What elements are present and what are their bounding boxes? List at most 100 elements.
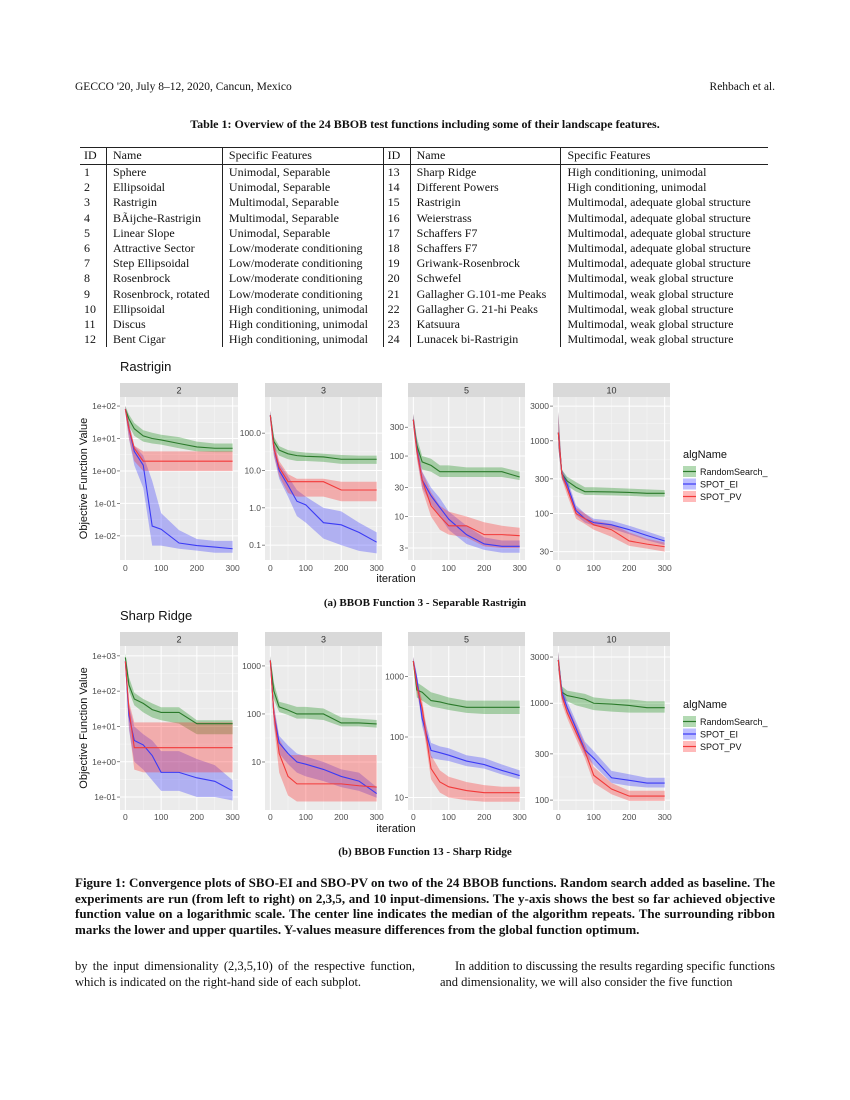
y-tick-label: 1e+01: [92, 433, 116, 443]
cell-features: Low/moderate conditioning: [222, 286, 384, 302]
cell-name: Rastrigin: [106, 195, 223, 211]
x-tick-label: 300: [513, 812, 527, 822]
cell-name: Gallagher G.101-me Peaks: [410, 286, 562, 302]
cell-name: Schaffers F7: [410, 225, 562, 242]
ribbon-RandomSearch_: [413, 657, 520, 715]
cell-id: 11: [80, 317, 107, 333]
running-header-venue: GECCO '20, July 8–12, 2020, Cancun, Mexi…: [75, 81, 292, 93]
y-tick-label: 1000: [242, 661, 261, 671]
x-axis-label: iteration: [376, 573, 415, 585]
median-line-RandomSearch_: [124, 409, 233, 449]
cell-name: Weierstrass: [410, 210, 562, 226]
cell-name: Schaffers F7: [410, 241, 562, 257]
cell-name: Bent Cigar: [106, 332, 223, 348]
panel-strip: [408, 383, 525, 397]
figure-caption: Figure 1: Convergence plots of SBO-EI an…: [75, 875, 775, 937]
ribbon-SPOT_PV: [413, 413, 520, 549]
panel-strip: [553, 632, 670, 646]
panel-3: 3 0 100 200 300 10 100 1000: [242, 632, 384, 822]
panel-5: 5 0 100 200 300 3 10 30 100 300: [390, 383, 527, 573]
cell-id: 10: [80, 301, 107, 318]
x-tick-label: 300: [370, 812, 384, 822]
cell-id: 2: [80, 180, 107, 196]
panel-2: 2 0 100 200 300 1e-01 1e+00 1e+01 1e+02 1e+03: [92, 632, 240, 822]
panel-2: 2 0 100 200 300 1e-02 1e-01 1e+00 1e+01 1e+02: [92, 383, 240, 573]
y-tick-label: 0.1: [249, 540, 261, 550]
cell-features: Multimodal, weak global structure: [567, 271, 734, 286]
y-axis-label: Objective Function Value: [78, 667, 90, 788]
x-tick-label: 200: [334, 563, 348, 573]
legend: algName RandomSearch_ SPOT_EI SPOT_PV: [683, 699, 769, 752]
cell-id: 17: [383, 225, 411, 242]
x-tick-label: 100: [299, 563, 313, 573]
cell-features: High conditioning, unimodal: [567, 165, 707, 179]
plot-title: Rastrigin: [120, 359, 171, 374]
median-line-SPOT_PV: [557, 659, 665, 797]
header-features: Specific Features: [222, 147, 384, 165]
x-tick-label: 0: [268, 812, 273, 822]
y-tick-label: 1e+03: [92, 651, 116, 661]
x-tick-label: 0: [268, 563, 273, 573]
x-tick-label: 200: [477, 812, 491, 822]
y-tick-label: 30: [395, 483, 405, 493]
y-tick-label: 1e+02: [92, 401, 116, 411]
ribbon-SPOT_PV: [125, 406, 233, 471]
y-tick-label: 30: [540, 547, 550, 557]
y-tick-label: 1e-02: [94, 531, 116, 541]
x-tick-label: 300: [226, 563, 240, 573]
median-line-SPOT_PV: [557, 432, 665, 548]
y-tick-label: 100: [390, 451, 404, 461]
cell-name: Step Ellipsoidal: [106, 256, 223, 272]
y-tick-label: 1e+00: [92, 757, 116, 767]
table-caption: Table 1: Overview of the 24 BBOB test fu…: [190, 117, 660, 131]
cell-features: Multimodal, adequate global structure: [567, 195, 751, 210]
median-line-SPOT_PV: [412, 661, 520, 794]
running-header-authors: Rehbach et al.: [709, 81, 775, 93]
legend-entry: RandomSearch_: [700, 717, 769, 727]
cell-name: Schwefel: [410, 271, 562, 287]
header-name: Name: [410, 147, 562, 165]
y-tick-label: 3000: [530, 401, 549, 411]
x-tick-label: 0: [556, 563, 561, 573]
ribbon-SPOT_EI: [125, 657, 233, 801]
body-text-left-column: by the input dimensionality (2,3,5,10) o…: [75, 959, 415, 989]
x-tick-label: 100: [299, 812, 313, 822]
cell-id: 6: [80, 241, 107, 257]
y-tick-label: 100: [390, 732, 404, 742]
panel-label: 3: [321, 635, 326, 645]
y-tick-label: 1000: [530, 436, 549, 446]
cell-id: 20: [383, 271, 411, 287]
y-tick-label: 1000: [385, 672, 404, 682]
median-line-SPOT_PV: [269, 415, 377, 491]
y-tick-label: 10: [395, 511, 405, 521]
cell-id: 21: [383, 286, 411, 302]
x-tick-label: 100: [442, 563, 456, 573]
ribbon-RandomSearch_: [125, 653, 233, 735]
legend-entry: SPOT_PV: [700, 492, 742, 502]
legend-entry: SPOT_EI: [700, 480, 738, 490]
header-features: Specific Features: [560, 147, 768, 165]
ribbon-SPOT_EI: [558, 651, 665, 788]
y-tick-label: 1e-01: [94, 792, 116, 802]
table-row: 12 Bent Cigar High conditioning, unimodal 2…: [80, 332, 768, 348]
table-row: 5 Linear Slope Unimodal, Separable 17 Schaff…: [80, 225, 768, 242]
cell-features: Low/moderate conditioning: [222, 241, 384, 257]
y-tick-label: 1e+01: [92, 721, 116, 731]
table-row: 10 Ellipsoidal High conditioning, unimodal…: [80, 301, 768, 318]
y-tick-label: 10.0: [244, 465, 261, 475]
cell-id: 4: [80, 210, 107, 226]
cell-features: Multimodal, adequate global structure: [567, 241, 751, 256]
median-line-SPOT_EI: [269, 660, 377, 795]
panel-label: 10: [606, 386, 616, 396]
ribbon-SPOT_PV: [125, 657, 233, 773]
cell-id: 12: [80, 332, 107, 348]
table-row: 1 Sphere Unimodal, Separable 13 Sharp Ridge H…: [80, 164, 768, 181]
x-tick-label: 200: [477, 563, 491, 573]
cell-id: 5: [80, 225, 107, 242]
cell-features: Unimodal, Separable: [222, 180, 384, 196]
cell-name: Linear Slope: [106, 225, 223, 242]
x-tick-label: 0: [411, 563, 416, 573]
